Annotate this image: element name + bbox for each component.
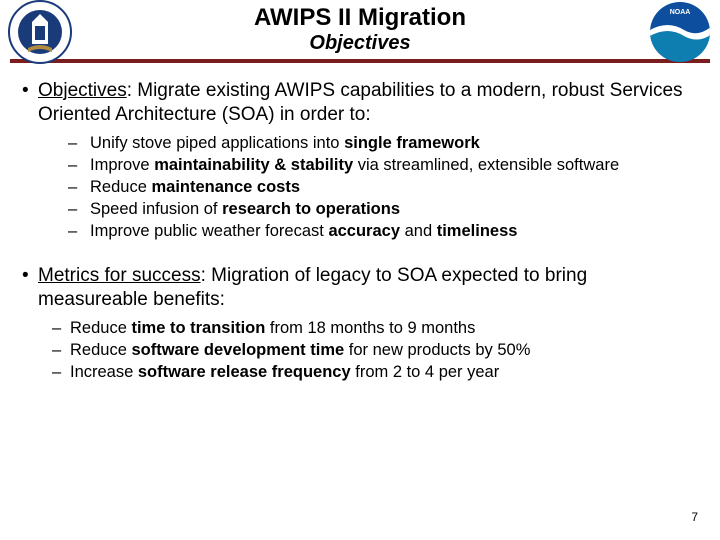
list-item: – Reduce time to transition from 18 mont…: [52, 318, 698, 339]
text-bold: software development time: [131, 341, 344, 359]
text-pre: Reduce: [70, 319, 131, 337]
metrics-lead: • Metrics for success: Migration of lega…: [22, 264, 698, 312]
dash-icon: –: [68, 221, 90, 242]
bullet-dot-icon: •: [22, 79, 38, 127]
list-item-text: Improve public weather forecast accuracy…: [90, 221, 698, 242]
text-pre: Increase: [70, 363, 138, 381]
list-item: – Reduce software development time for n…: [52, 340, 698, 361]
text-post: for new products by 50%: [344, 341, 530, 359]
dash-icon: –: [68, 199, 90, 220]
svg-text:NOAA: NOAA: [670, 9, 691, 16]
text-pre: Improve public weather forecast: [90, 222, 328, 240]
list-item: – Improve maintainability & stability vi…: [68, 155, 698, 176]
list-item: – Increase software release frequency fr…: [52, 362, 698, 383]
text-post: from 18 months to 9 months: [265, 319, 475, 337]
objectives-label: Objectives: [38, 80, 127, 101]
text-post: from 2 to 4 per year: [351, 363, 500, 381]
list-item: – Unify stove piped applications into si…: [68, 133, 698, 154]
slide-header: NOAA AWIPS II Migration Objectives: [0, 0, 720, 63]
objectives-rest: : Migrate existing AWIPS capabilities to…: [38, 80, 683, 125]
slide-subtitle: Objectives: [0, 32, 720, 55]
list-item-text: Reduce maintenance costs: [90, 177, 698, 198]
list-item: – Speed infusion of research to operatio…: [68, 199, 698, 220]
dash-icon: –: [68, 133, 90, 154]
list-item-text: Improve maintainability & stability via …: [90, 155, 698, 176]
text-pre: Reduce: [70, 341, 131, 359]
text-bold: maintainability & stability: [154, 156, 353, 174]
slide-title: AWIPS II Migration: [0, 4, 720, 32]
dash-icon: –: [68, 155, 90, 176]
text-pre: Unify stove piped applications into: [90, 134, 344, 152]
text-pre: Reduce: [90, 178, 151, 196]
objectives-lead-text: Objectives: Migrate existing AWIPS capab…: [38, 79, 698, 127]
text-bold: maintenance costs: [151, 178, 300, 196]
list-item-text: Reduce software development time for new…: [70, 340, 698, 361]
metrics-lead-text: Metrics for success: Migration of legacy…: [38, 264, 698, 312]
text-pre: Speed infusion of: [90, 200, 222, 218]
dash-icon: –: [52, 318, 70, 339]
text-bold: accuracy: [328, 222, 400, 240]
bullet-dot-icon: •: [22, 264, 38, 312]
slide-body: • Objectives: Migrate existing AWIPS cap…: [0, 63, 720, 383]
text-mid: and: [400, 222, 437, 240]
list-item-text: Increase software release frequency from…: [70, 362, 698, 383]
doc-seal-icon: [8, 0, 72, 64]
text-bold: time to transition: [131, 319, 265, 337]
text-bold: single framework: [344, 134, 480, 152]
objectives-lead: • Objectives: Migrate existing AWIPS cap…: [22, 79, 698, 127]
list-item: – Reduce maintenance costs: [68, 177, 698, 198]
metrics-list: – Reduce time to transition from 18 mont…: [22, 318, 698, 383]
objectives-list: – Unify stove piped applications into si…: [22, 133, 698, 243]
text-bold: software release frequency: [138, 363, 351, 381]
list-item-text: Speed infusion of research to operations: [90, 199, 698, 220]
text-post: via streamlined, extensible software: [353, 156, 619, 174]
list-item-text: Unify stove piped applications into sing…: [90, 133, 698, 154]
metrics-label: Metrics for success: [38, 265, 201, 286]
text-bold: research to operations: [222, 200, 400, 218]
text-pre: Improve: [90, 156, 154, 174]
page-number: 7: [691, 510, 698, 524]
dash-icon: –: [68, 177, 90, 198]
list-item-text: Reduce time to transition from 18 months…: [70, 318, 698, 339]
dash-icon: –: [52, 340, 70, 361]
noaa-logo-icon: NOAA: [648, 0, 712, 64]
text-bold: timeliness: [437, 222, 518, 240]
header-divider: [10, 59, 710, 63]
dash-icon: –: [52, 362, 70, 383]
list-item: – Improve public weather forecast accura…: [68, 221, 698, 242]
